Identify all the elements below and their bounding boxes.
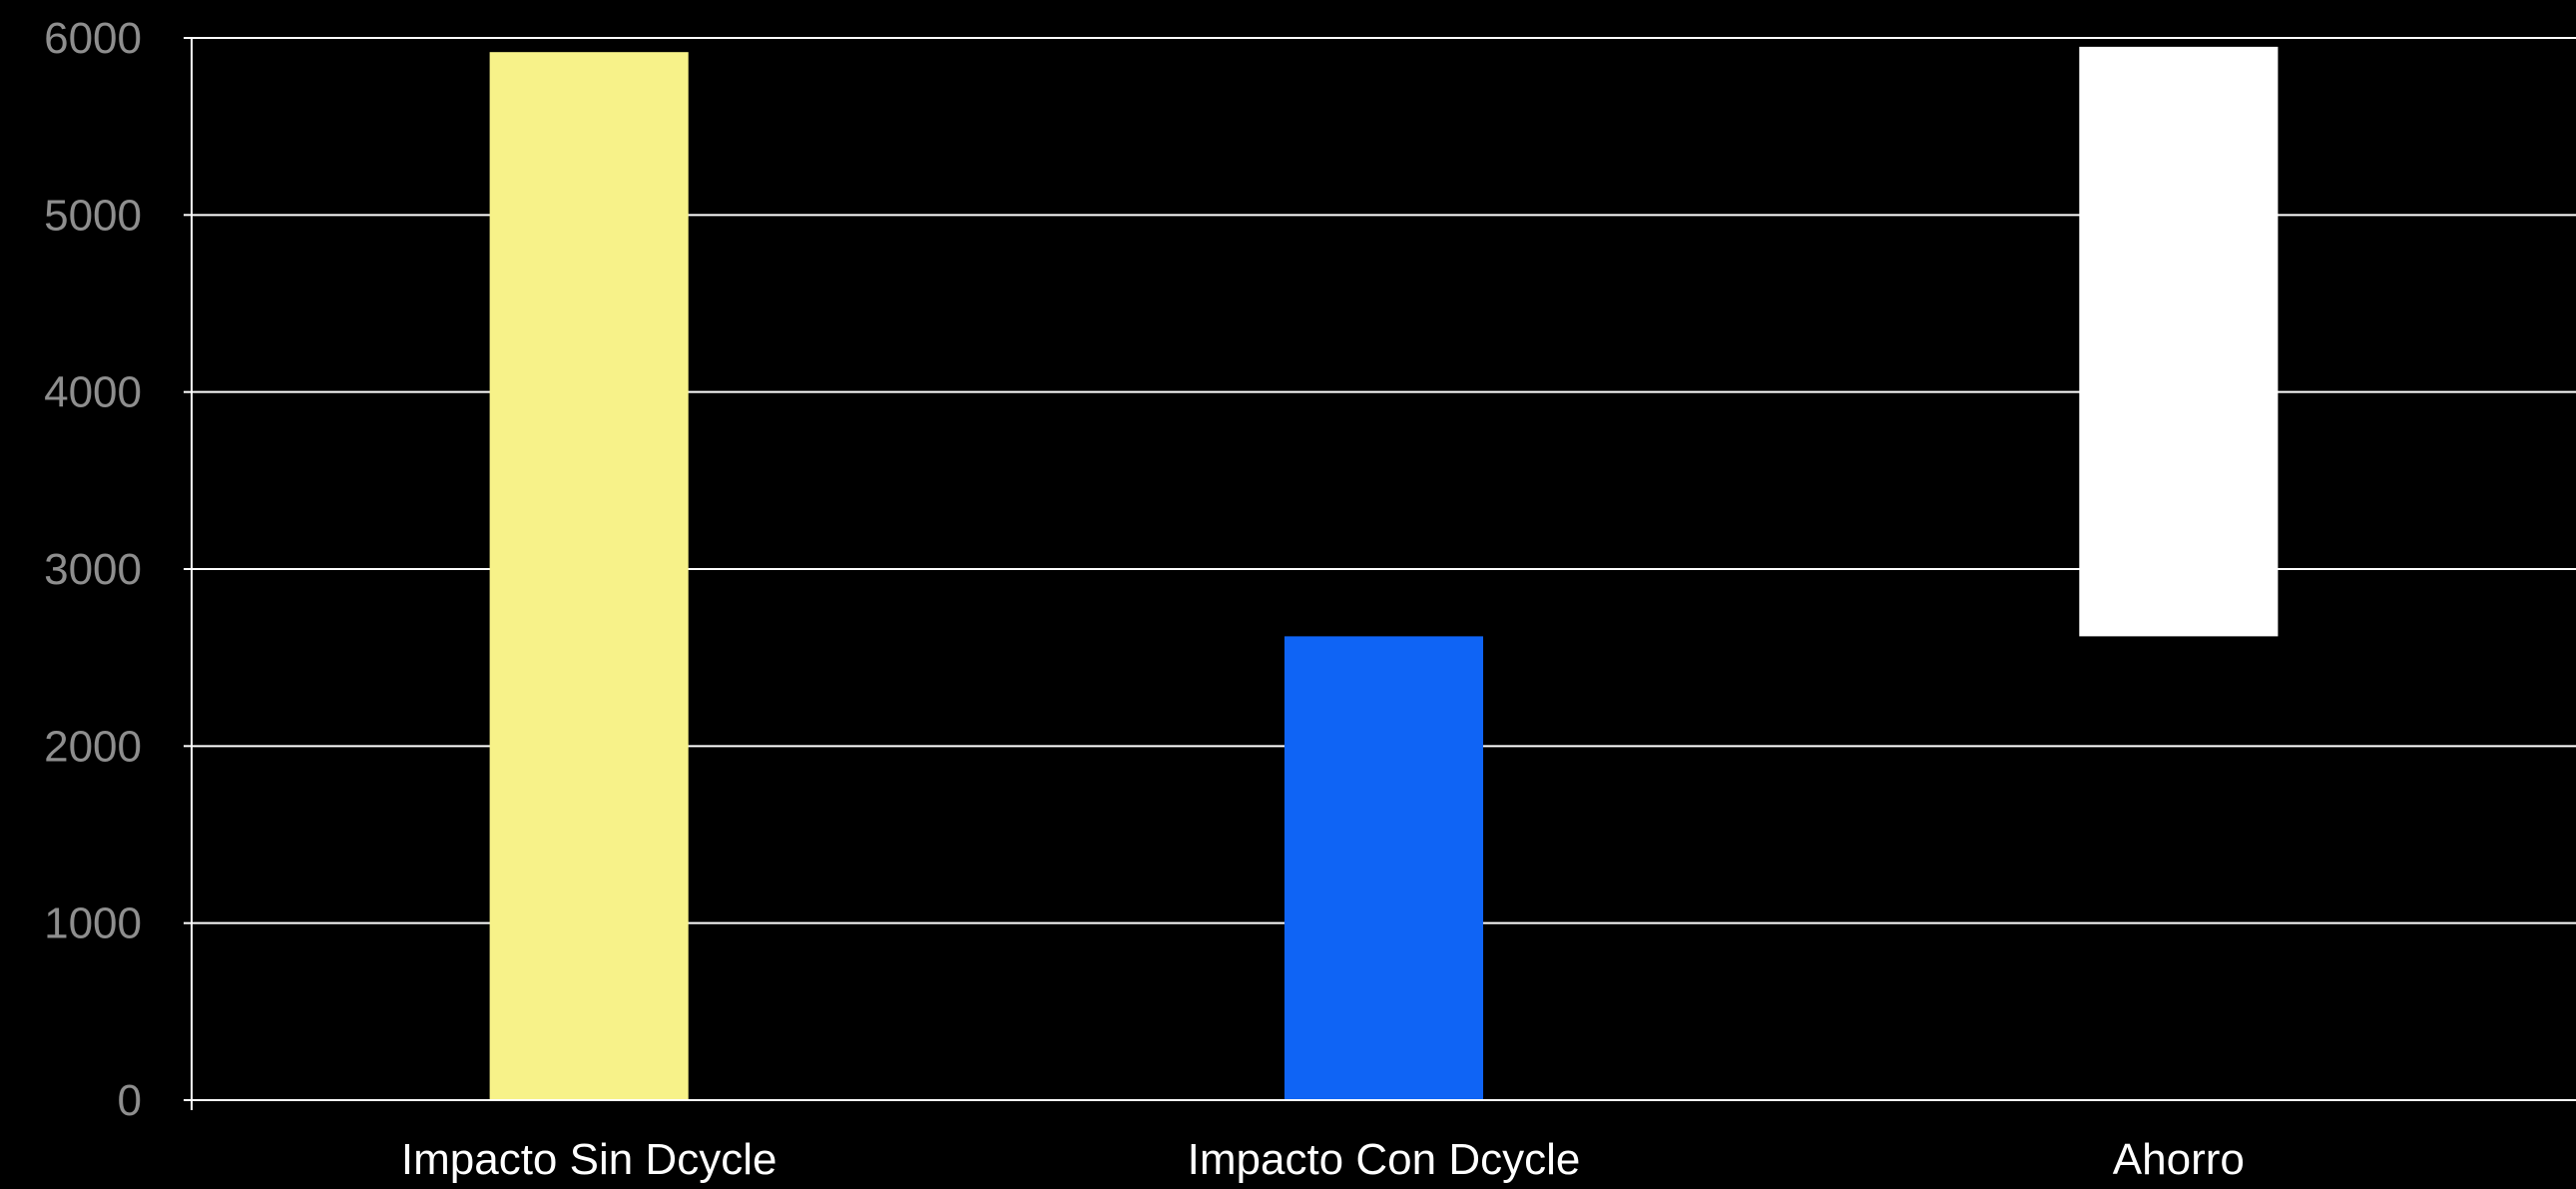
- y-tick-label: 3000: [44, 545, 142, 594]
- x-category-label: Impacto Con Dcycle: [1188, 1135, 1581, 1184]
- x-axis-category-labels: Impacto Sin Dcycle Impacto Con Dcycle Ahor…: [401, 1135, 2245, 1184]
- y-tick-label: 1000: [44, 899, 142, 948]
- bar-3: [2079, 46, 2279, 637]
- bar-2: [1284, 636, 1484, 1100]
- bars: [489, 46, 2279, 1101]
- y-tick-label: 5000: [44, 191, 142, 240]
- bar-1: [489, 52, 689, 1101]
- y-tick-label: 6000: [44, 14, 142, 63]
- y-tick-label: 4000: [44, 368, 142, 417]
- y-tick-label: 2000: [44, 722, 142, 771]
- x-category-label: Impacto Sin Dcycle: [401, 1135, 777, 1184]
- y-tick-label: 0: [118, 1076, 142, 1125]
- y-axis-tick-labels: 0 1000 2000 3000 4000 5000 6000: [44, 14, 142, 1125]
- x-category-label: Ahorro: [2113, 1135, 2245, 1184]
